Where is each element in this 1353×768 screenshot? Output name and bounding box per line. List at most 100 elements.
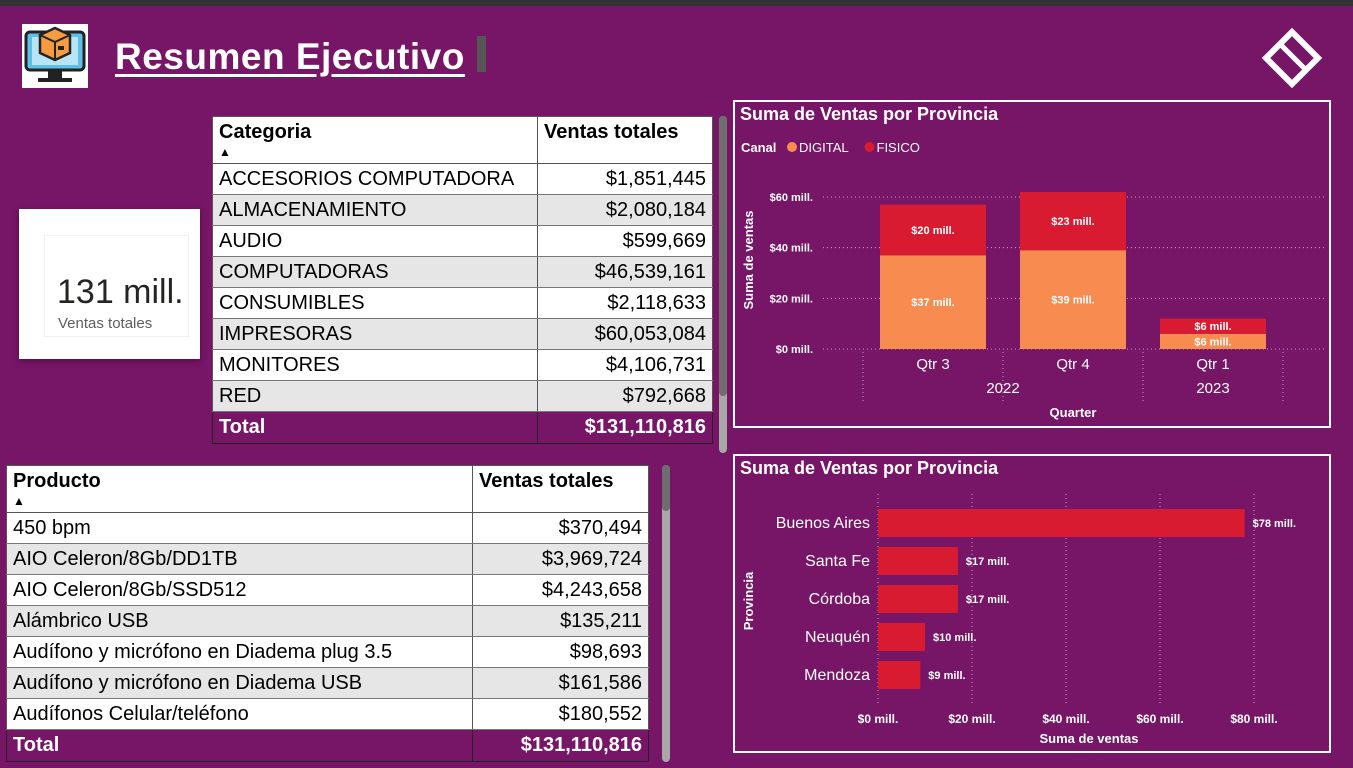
- total-label: Total: [6, 729, 473, 762]
- y-tick-label: Santa Fe: [805, 553, 870, 570]
- y-tick-label: Neuquén: [805, 629, 870, 646]
- row-label: COMPUTADORAS: [212, 256, 538, 288]
- row-value: $161,586: [472, 667, 649, 699]
- kpi-value: 131 mill.: [57, 273, 184, 311]
- bar-segment: [1020, 250, 1126, 349]
- data-label: $37 mill.: [911, 297, 954, 309]
- data-label: $6 mill.: [1194, 321, 1231, 333]
- row-value: $46,539,161: [537, 256, 713, 288]
- table-row[interactable]: 450 bpm $370,494: [6, 512, 649, 544]
- x-tick-label: $80 mill.: [1230, 712, 1277, 726]
- row-value: $1,851,445: [537, 163, 713, 195]
- product-table[interactable]: Producto ▲ Ventas totales 450 bpm $370,494…: [6, 465, 649, 762]
- bar: [878, 661, 921, 689]
- page-title: Resumen Ejecutivo: [115, 36, 465, 77]
- kpi-card[interactable]: 131 mill. Ventas totales: [19, 209, 200, 359]
- y-tick-label: $0 mill.: [776, 344, 813, 356]
- x-tick-label: $40 mill.: [1042, 712, 1089, 726]
- table-row[interactable]: Alámbrico USB $135,211: [6, 605, 649, 637]
- row-value: $4,243,658: [472, 574, 649, 606]
- column-header-producto[interactable]: Producto ▲: [6, 465, 473, 513]
- table-row[interactable]: AIO Celeron/8Gb/SSD512 $4,243,658: [6, 574, 649, 606]
- table-row[interactable]: MONITORES $4,106,731: [212, 349, 713, 381]
- y-tick-label: $40 mill.: [770, 243, 813, 255]
- y-axis-title: Provincia: [741, 571, 756, 630]
- legend-entry: FISICO: [877, 140, 920, 155]
- horizontal-bar-chart[interactable]: $0 mill. $20 mill. $40 mill. $60 mill. $80 m…: [735, 456, 1329, 751]
- category-table[interactable]: Categoria ▲ Ventas totales ACCESORIOS COM…: [212, 116, 713, 444]
- row-label: Audífono y micrófono en Diadema USB: [6, 667, 473, 699]
- row-value: $2,118,633: [537, 287, 713, 319]
- sort-ascending-icon[interactable]: ▲: [219, 145, 231, 159]
- x-tick-label: Qtr 1: [1196, 356, 1229, 373]
- row-value: $2,080,184: [537, 194, 713, 226]
- province-chart-panel[interactable]: Suma de Ventas por Provincia $0 mill. $20…: [733, 454, 1331, 753]
- table-row[interactable]: Audífono y micrófono en Diadema plug 3.5…: [6, 636, 649, 668]
- bar-segment: [880, 204, 986, 256]
- table-row[interactable]: ALMACENAMIENTO $2,080,184: [212, 194, 713, 226]
- scrollbar-thumb[interactable]: [719, 116, 727, 396]
- y-tick-label: $20 mill.: [770, 293, 813, 305]
- column-header-ventas[interactable]: Ventas totales: [472, 465, 649, 513]
- table-row[interactable]: AIO Celeron/8Gb/DD1TB $3,969,724: [6, 543, 649, 575]
- x-group-label: 2022: [986, 380, 1019, 397]
- kpi-frame: [44, 235, 189, 337]
- total-value: $131,110,816: [472, 729, 649, 762]
- sort-ascending-icon[interactable]: ▲: [13, 494, 25, 508]
- row-value: $98,693: [472, 636, 649, 668]
- x-group-label: 2023: [1196, 380, 1229, 397]
- x-tick-label: $0 mill.: [858, 712, 899, 726]
- bar-segment: [1160, 318, 1266, 334]
- row-value: $370,494: [472, 512, 649, 544]
- legend-entry: DIGITAL: [799, 140, 849, 155]
- row-value: $60,053,084: [537, 318, 713, 350]
- table-row[interactable]: IMPRESORAS $60,053,084: [212, 318, 713, 350]
- row-label: IMPRESORAS: [212, 318, 538, 350]
- data-label: $17 mill.: [966, 556, 1009, 568]
- row-label: Audífonos Celular/teléfono: [6, 698, 473, 730]
- title-cursor: [477, 36, 486, 72]
- table-row[interactable]: Audífonos Celular/teléfono $180,552: [6, 698, 649, 730]
- row-label: ALMACENAMIENTO: [212, 194, 538, 226]
- data-label: $10 mill.: [933, 632, 976, 644]
- table-row[interactable]: COMPUTADORAS $46,539,161: [212, 256, 713, 288]
- row-label: AIO Celeron/8Gb/SSD512: [6, 574, 473, 606]
- row-label: ACCESORIOS COMPUTADORA: [212, 163, 538, 195]
- stacked-column-chart[interactable]: Canal DIGITAL FISICO $0 mill. $20 mill. $40 m…: [735, 102, 1329, 426]
- category-table-scrollbar[interactable]: [719, 116, 727, 453]
- x-axis-title: Suma de ventas: [1040, 731, 1139, 746]
- column-header-categoria[interactable]: Categoria ▲: [212, 116, 538, 164]
- x-tick-label: $60 mill.: [1136, 712, 1183, 726]
- y-tick-label: Córdoba: [809, 591, 870, 608]
- table-row[interactable]: Audífono y micrófono en Diadema USB $161,…: [6, 667, 649, 699]
- row-value: $3,969,724: [472, 543, 649, 575]
- row-value: $599,669: [537, 225, 713, 257]
- row-label: AIO Celeron/8Gb/DD1TB: [6, 543, 473, 575]
- bar: [878, 547, 958, 575]
- data-label: $20 mill.: [911, 225, 954, 237]
- bar: [878, 623, 925, 651]
- row-label: MONITORES: [212, 349, 538, 381]
- table-row[interactable]: ACCESORIOS COMPUTADORA $1,851,445: [212, 163, 713, 195]
- row-label: Alámbrico USB: [6, 605, 473, 637]
- data-label: $39 mill.: [1051, 295, 1094, 307]
- diamond-nav-icon[interactable]: [1261, 27, 1323, 89]
- y-tick-label: Buenos Aires: [776, 515, 870, 532]
- row-value: $792,668: [537, 380, 713, 412]
- table-row[interactable]: CONSUMIBLES $2,118,633: [212, 287, 713, 319]
- x-tick-label: $20 mill.: [948, 712, 995, 726]
- row-label: CONSUMIBLES: [212, 287, 538, 319]
- product-table-scrollbar[interactable]: [662, 465, 670, 762]
- table-row[interactable]: RED $792,668: [212, 380, 713, 412]
- table-row[interactable]: AUDIO $599,669: [212, 225, 713, 257]
- column-header-ventas[interactable]: Ventas totales: [537, 116, 713, 164]
- total-label: Total: [212, 411, 538, 444]
- row-label: Audífono y micrófono en Diadema plug 3.5: [6, 636, 473, 668]
- bar-segment: [1020, 191, 1126, 251]
- quarter-chart-panel[interactable]: Suma de Ventas por Provincia Canal DIGITA…: [733, 100, 1331, 428]
- row-value: $180,552: [472, 698, 649, 730]
- row-value: $4,106,731: [537, 349, 713, 381]
- data-label: $17 mill.: [966, 594, 1009, 606]
- scrollbar-thumb[interactable]: [662, 465, 670, 511]
- row-label: 450 bpm: [6, 512, 473, 544]
